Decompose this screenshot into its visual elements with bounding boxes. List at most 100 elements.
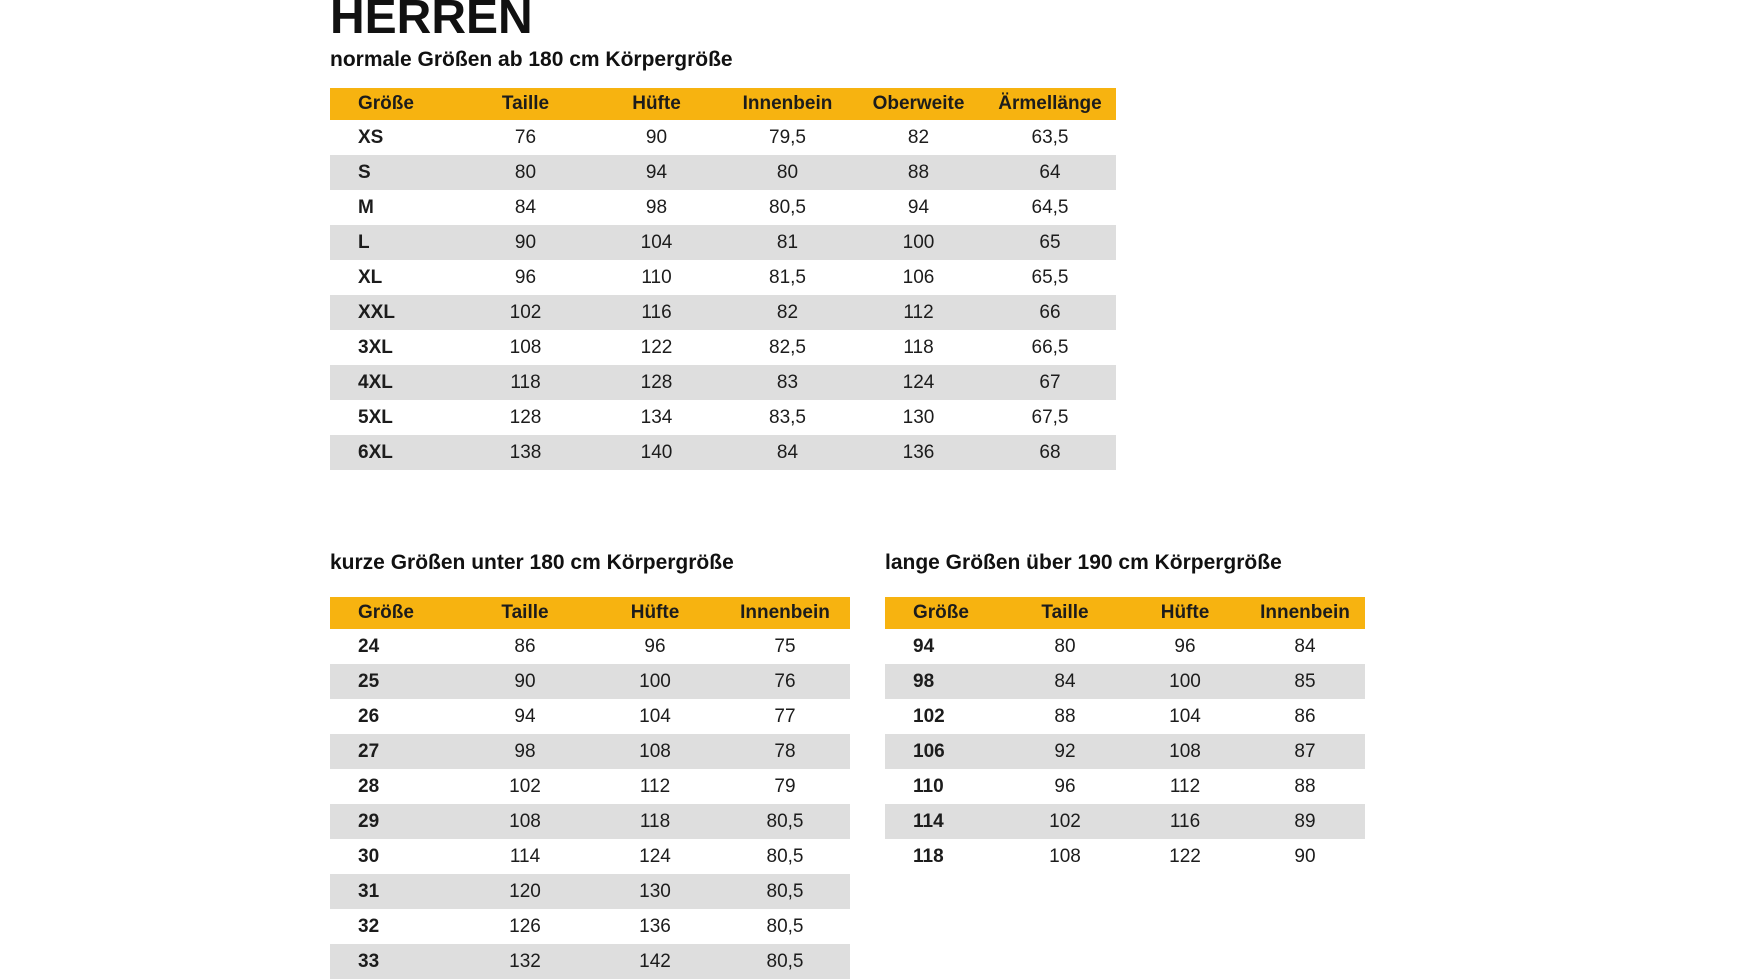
size-label-cell: 4XL bbox=[358, 371, 393, 393]
measurement-cell: 80 bbox=[1054, 635, 1076, 657]
size-label-cell: XL bbox=[358, 266, 383, 288]
measurement-cell: 81,5 bbox=[769, 266, 806, 288]
measurement-cell: 102 bbox=[509, 775, 541, 797]
size-label-cell: 118 bbox=[913, 845, 944, 867]
measurement-cell: 90 bbox=[514, 231, 537, 253]
size-label-cell: 25 bbox=[358, 670, 380, 692]
measurement-cell: 98 bbox=[645, 196, 668, 218]
table-row: 27 98 108 78 bbox=[330, 734, 850, 769]
table-row: 32 126 136 80,5 bbox=[330, 909, 850, 944]
table-row: M 84 98 80,5 94 64,5 bbox=[330, 190, 1116, 225]
size-label-cell: 32 bbox=[358, 915, 380, 937]
measurement-cell: 90 bbox=[514, 670, 536, 692]
measurement-cell: 96 bbox=[644, 635, 666, 657]
table-row: 5XL 128 134 83,5 130 67,5 bbox=[330, 400, 1116, 435]
measurement-cell: 96 bbox=[1174, 635, 1196, 657]
table-row: 33 132 142 80,5 bbox=[330, 944, 850, 979]
table-row: 118 108 122 90 bbox=[885, 839, 1365, 874]
size-label-cell: 3XL bbox=[358, 336, 393, 358]
measurement-cell: 116 bbox=[1169, 810, 1201, 832]
measurement-cell: 84 bbox=[514, 196, 537, 218]
measurement-cell: 122 bbox=[640, 336, 673, 358]
column-header: Taille bbox=[1005, 597, 1125, 629]
column-header: Größe bbox=[330, 597, 460, 629]
measurement-cell: 100 bbox=[902, 231, 935, 253]
measurement-cell: 64,5 bbox=[1031, 196, 1069, 218]
measurement-cell: 77 bbox=[774, 705, 796, 727]
measurement-cell: 82 bbox=[776, 301, 799, 323]
measurement-cell: 118 bbox=[639, 810, 671, 832]
table-row: XXL 102 116 82 112 66 bbox=[330, 295, 1116, 330]
size-table-normal: Größe Taille Hüfte Innenbein Oberweite Ärmell… bbox=[330, 88, 1116, 470]
measurement-cell: 126 bbox=[509, 915, 541, 937]
measurement-cell: 130 bbox=[902, 406, 935, 428]
measurement-cell: 80,5 bbox=[766, 915, 804, 937]
measurement-cell: 83,5 bbox=[769, 406, 806, 428]
measurement-cell: 90 bbox=[1294, 845, 1316, 867]
size-label-cell: 106 bbox=[913, 740, 945, 762]
column-header: Größe bbox=[885, 597, 1005, 629]
measurement-cell: 80,5 bbox=[769, 196, 806, 218]
measurement-cell: 108 bbox=[1049, 845, 1081, 867]
measurement-cell: 86 bbox=[514, 635, 536, 657]
measurement-cell: 108 bbox=[509, 810, 541, 832]
column-header: Ärmellänge bbox=[984, 88, 1116, 120]
measurement-cell: 140 bbox=[640, 441, 673, 463]
measurement-cell: 88 bbox=[1054, 705, 1076, 727]
size-label-cell: S bbox=[358, 161, 371, 183]
column-header: Innenbein bbox=[1245, 597, 1365, 629]
measurement-cell: 104 bbox=[1169, 705, 1201, 727]
measurement-cell: 96 bbox=[514, 266, 537, 288]
measurement-cell: 89 bbox=[1294, 810, 1316, 832]
measurement-cell: 102 bbox=[1049, 810, 1081, 832]
measurement-cell: 64 bbox=[1039, 161, 1061, 183]
size-label-cell: XS bbox=[358, 126, 384, 148]
size-label-cell: 114 bbox=[913, 810, 944, 832]
table-row: 114 102 116 89 bbox=[885, 804, 1365, 839]
size-label-cell: M bbox=[358, 196, 374, 218]
measurement-cell: 87 bbox=[1294, 740, 1316, 762]
measurement-cell: 82 bbox=[907, 126, 930, 148]
measurement-cell: 80,5 bbox=[766, 845, 804, 867]
measurement-cell: 132 bbox=[509, 950, 541, 972]
measurement-cell: 67 bbox=[1039, 371, 1061, 393]
measurement-cell: 78 bbox=[774, 740, 796, 762]
table-row: XS 76 90 79,5 82 63,5 bbox=[330, 120, 1116, 155]
table-row: XL 96 110 81,5 106 65,5 bbox=[330, 260, 1116, 295]
measurement-cell: 108 bbox=[639, 740, 671, 762]
measurement-cell: 128 bbox=[509, 406, 542, 428]
measurement-cell: 124 bbox=[639, 845, 671, 867]
measurement-cell: 124 bbox=[902, 371, 935, 393]
measurement-cell: 94 bbox=[907, 196, 930, 218]
measurement-cell: 79 bbox=[774, 775, 796, 797]
table-row: 24 86 96 75 bbox=[330, 629, 850, 664]
subtitle-long-sizes: lange Größen über 190 cm Körpergröße bbox=[885, 551, 1282, 574]
size-label-cell: 26 bbox=[358, 705, 380, 727]
measurement-cell: 84 bbox=[776, 441, 799, 463]
measurement-cell: 94 bbox=[514, 705, 536, 727]
table-row: 6XL 138 140 84 136 68 bbox=[330, 435, 1116, 470]
page-title: HERREN bbox=[330, 0, 533, 44]
measurement-cell: 65 bbox=[1039, 231, 1061, 253]
table-row: 110 96 112 88 bbox=[885, 769, 1365, 804]
measurement-cell: 112 bbox=[1169, 775, 1201, 797]
table-row: S 80 94 80 88 64 bbox=[330, 155, 1116, 190]
measurement-cell: 98 bbox=[514, 740, 536, 762]
measurement-cell: 88 bbox=[907, 161, 930, 183]
size-table-long: Größe Taille Hüfte Innenbein 94 80 96 84 98 84 10… bbox=[885, 597, 1365, 874]
table-row: 4XL 118 128 83 124 67 bbox=[330, 365, 1116, 400]
measurement-cell: 142 bbox=[639, 950, 671, 972]
measurement-cell: 80,5 bbox=[766, 810, 804, 832]
measurement-cell: 110 bbox=[641, 266, 672, 288]
table-header-row: Größe Taille Hüfte Innenbein bbox=[330, 597, 850, 629]
measurement-cell: 80,5 bbox=[766, 950, 804, 972]
measurement-cell: 82,5 bbox=[769, 336, 806, 358]
measurement-cell: 134 bbox=[640, 406, 673, 428]
measurement-cell: 65,5 bbox=[1031, 266, 1069, 288]
measurement-cell: 100 bbox=[639, 670, 671, 692]
measurement-cell: 66 bbox=[1039, 301, 1061, 323]
measurement-cell: 108 bbox=[509, 336, 542, 358]
column-header: Oberweite bbox=[853, 88, 984, 120]
measurement-cell: 90 bbox=[645, 126, 668, 148]
measurement-cell: 116 bbox=[641, 301, 672, 323]
